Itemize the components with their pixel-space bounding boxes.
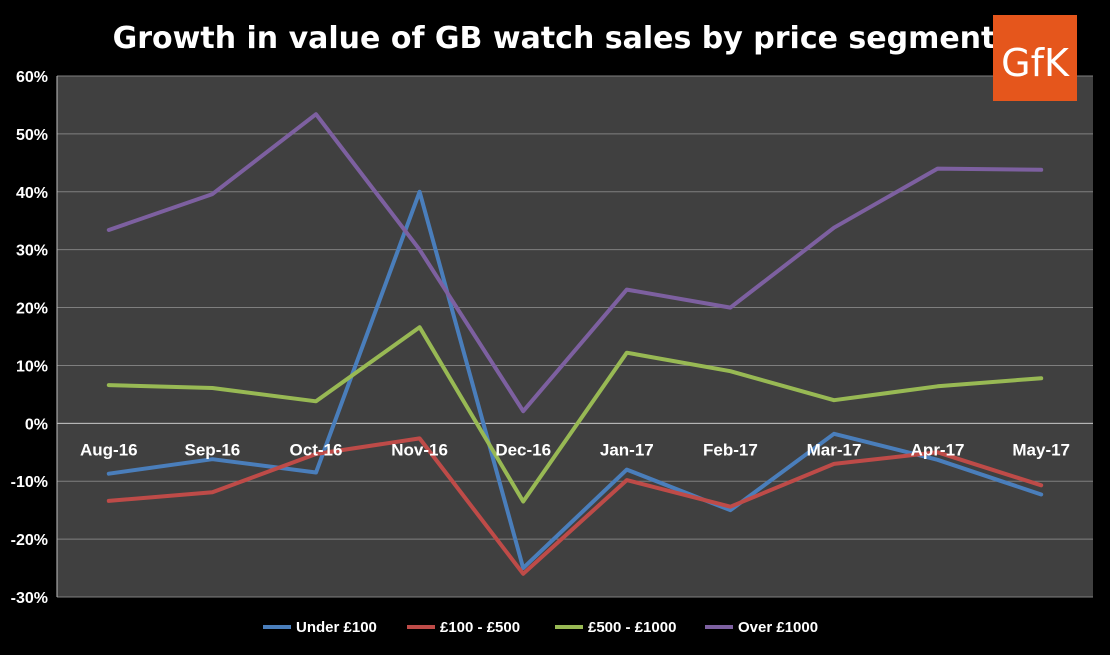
y-tick-label: 60% (16, 69, 48, 86)
logo-text: GfK (1001, 41, 1070, 85)
x-tick-label: Nov-16 (391, 440, 448, 459)
x-tick-label: Dec-16 (495, 440, 551, 459)
x-tick-label: Mar-17 (807, 440, 862, 459)
x-tick-label: Feb-17 (703, 440, 758, 459)
plot-area (57, 76, 1093, 597)
gridlines (56, 75, 1093, 598)
legend: Under £100 £100 - £500 £500 - £1000 Over £1… (263, 619, 818, 636)
x-tick-label: Sep-16 (185, 440, 241, 459)
x-tick-label: Jan-17 (600, 440, 654, 459)
legend-label: £100 - £500 (440, 619, 520, 636)
logo-box (993, 15, 1077, 101)
y-tick-label: 20% (16, 301, 48, 318)
y-tick-label: 10% (16, 358, 48, 375)
series-line (106, 189, 1044, 571)
y-axis-ticks: -30% -20% -10% 0% 10% 20% 30% 40% 50% 60% (11, 69, 48, 607)
y-tick-label: -10% (11, 474, 48, 491)
y-tick-label: -30% (11, 590, 48, 607)
y-tick-label: 0% (25, 416, 48, 433)
y-tick-label: -20% (11, 532, 48, 549)
y-tick-label: 30% (16, 243, 48, 260)
series-line (106, 436, 1044, 576)
y-tick-label: 40% (16, 185, 48, 202)
legend-label: £500 - £1000 (588, 619, 676, 636)
gfk-logo: GfK (993, 15, 1077, 101)
x-tick-label: May-17 (1012, 440, 1070, 459)
legend-label: Under £100 (296, 619, 377, 636)
series-line (106, 325, 1044, 504)
legend-label: Over £1000 (738, 619, 818, 636)
x-tick-label: Apr-17 (911, 440, 965, 459)
series-line (106, 112, 1044, 414)
series-lines (106, 112, 1044, 576)
x-tick-label: Aug-16 (80, 440, 138, 459)
x-tick-label: Oct-16 (290, 440, 343, 459)
x-axis-ticks: Aug-16 Sep-16 Oct-16 Nov-16 Dec-16 Jan-17 Feb-… (80, 440, 1070, 459)
y-tick-label: 50% (16, 127, 48, 144)
chart-title: Growth in value of GB watch sales by pri… (113, 21, 996, 56)
